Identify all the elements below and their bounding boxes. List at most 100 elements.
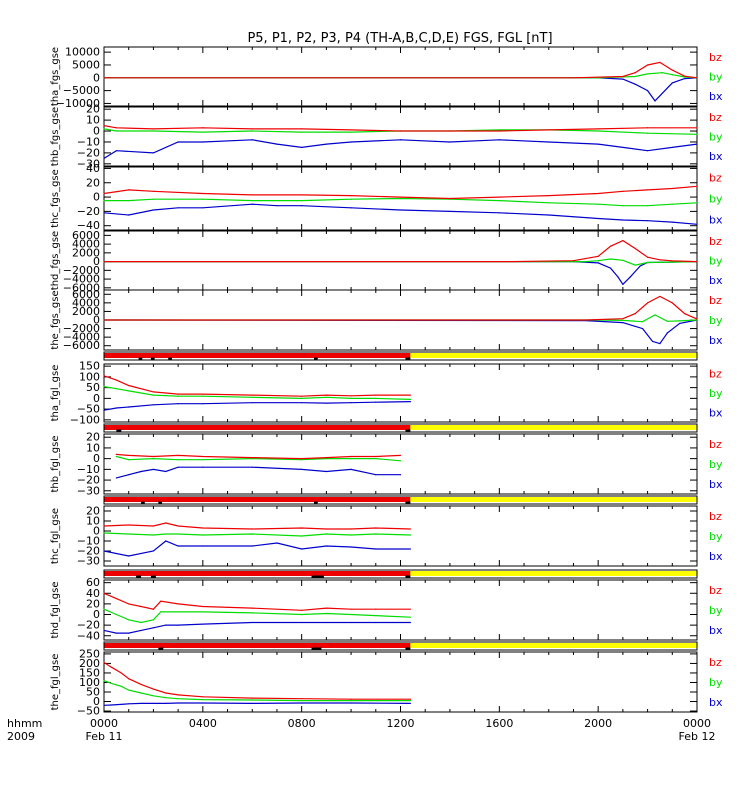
y-tick-label: 60 [86, 576, 100, 589]
data-point-bz [696, 127, 698, 129]
data-point-bx [646, 220, 649, 222]
data-point-bz [103, 525, 105, 527]
y-tick-label: 6000 [72, 288, 100, 301]
data-point-bz [399, 130, 402, 132]
data-point-bx [115, 407, 117, 409]
data-point-by [140, 621, 142, 624]
data-point-bz [103, 124, 105, 127]
data-point-bx [165, 624, 167, 626]
data-point-bx [325, 402, 327, 404]
y-tick-label: −10 [77, 463, 100, 476]
data-point-bz [110, 666, 113, 668]
data-point-by [609, 258, 612, 260]
data-point-by [696, 133, 698, 135]
data-point-bx [325, 621, 327, 624]
data-point-bx [103, 409, 105, 411]
data-point-bx [177, 141, 179, 143]
data-point-by [375, 458, 377, 460]
data-point-bz [375, 527, 377, 529]
data-point-bx [202, 623, 204, 625]
y-tick-label: 2000 [72, 246, 100, 259]
data-point-bx [409, 621, 411, 624]
data-point-bx [654, 100, 656, 102]
data-point-by [115, 388, 117, 390]
data-point-bx [325, 470, 327, 473]
data-point-by [103, 385, 105, 388]
coverage-bar-mark [141, 501, 145, 504]
coverage-bar-mark [405, 357, 411, 360]
data-point-bz [572, 77, 575, 79]
legend-label-by: by [709, 676, 723, 689]
date-label: Feb 11 [86, 730, 123, 743]
data-point-by [115, 130, 117, 132]
time-tick-label: 0000 [90, 717, 118, 730]
y-tick-label: −6000 [63, 281, 100, 294]
data-point-bz [152, 128, 155, 130]
data-point-bz [165, 692, 167, 694]
data-point-bz [103, 319, 105, 321]
coverage-bar-mark [314, 357, 318, 360]
data-point-bz [597, 192, 599, 195]
data-point-bz [251, 607, 253, 609]
data-point-by [103, 128, 105, 130]
y-tick-label: −5000 [63, 84, 100, 97]
data-point-bx [350, 468, 352, 470]
coverage-bar-on [104, 353, 411, 358]
series-line-by [103, 532, 411, 537]
series-line-by [104, 314, 698, 323]
data-point-bx [152, 627, 155, 629]
legend-label-bz: bz [709, 172, 722, 185]
data-point-by [399, 197, 402, 200]
coverage-bar-off [410, 497, 697, 502]
data-point-bz [646, 189, 649, 191]
data-point-bz [498, 130, 500, 132]
data-point-by [597, 260, 599, 262]
data-point-by [646, 261, 649, 264]
data-point-bz [128, 524, 130, 526]
data-point-bz [140, 605, 142, 608]
y-tick-label: −100 [70, 413, 100, 426]
legend-label-bz: bz [709, 368, 722, 381]
data-point-by [301, 131, 303, 133]
data-point-bx [301, 146, 303, 149]
data-point-bx [165, 702, 167, 705]
data-point-bx [449, 141, 451, 143]
data-point-bz [301, 128, 303, 130]
data-point-by [177, 611, 179, 613]
data-point-bx [548, 141, 550, 143]
series-line-bz [104, 61, 698, 79]
data-point-bx [103, 550, 105, 552]
data-point-by [350, 131, 352, 133]
data-point-by [409, 534, 411, 536]
series-line-bx [103, 540, 411, 557]
coverage-bar-off [410, 425, 697, 430]
coverage-bar-off [410, 353, 697, 358]
panel-frame [103, 505, 698, 567]
data-point-bx [350, 702, 352, 704]
y-tick-label: 20 [86, 505, 100, 518]
data-point-bx [350, 141, 352, 143]
legend-label-bz: bz [709, 584, 722, 597]
data-point-bz [622, 318, 624, 320]
data-point-by [350, 198, 352, 200]
data-point-by [634, 75, 636, 78]
data-point-bx [276, 205, 278, 207]
data-point-bx [251, 139, 253, 141]
coverage-bar-mark [136, 575, 142, 578]
series-line-bx [104, 77, 698, 102]
coverage-bar-mark [314, 501, 318, 504]
data-point-bz [152, 608, 155, 610]
data-point-bx [597, 143, 599, 145]
data-point-by [202, 395, 204, 397]
data-point-bz [152, 190, 155, 192]
data-point-by [646, 205, 649, 207]
data-point-bx [140, 702, 142, 705]
data-point-by [350, 699, 352, 702]
data-point-by [325, 458, 327, 460]
data-point-bz [350, 129, 352, 131]
y-axis-label: thb_fgs_gse [50, 107, 61, 166]
data-point-bz [634, 247, 636, 250]
